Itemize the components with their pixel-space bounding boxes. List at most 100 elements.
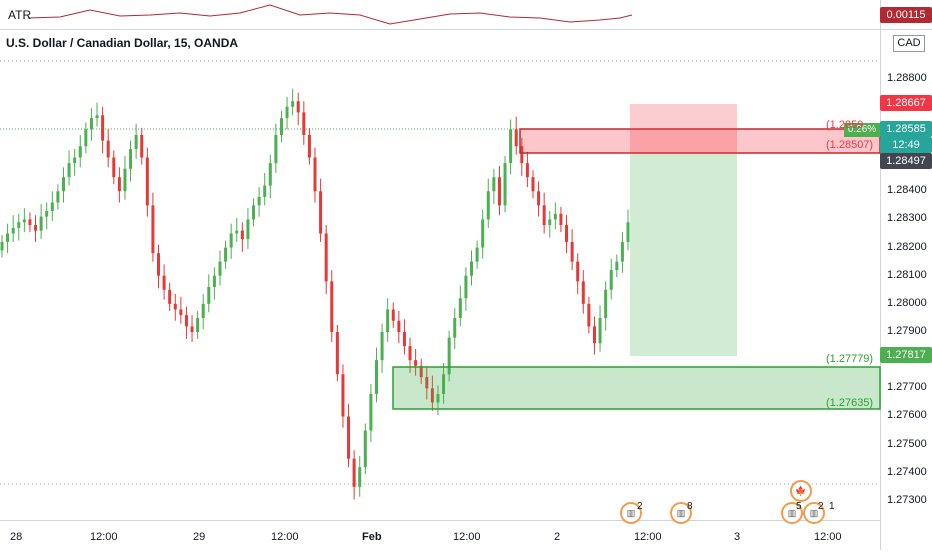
candle-body — [11, 227, 15, 234]
candle-body — [358, 467, 362, 487]
candle-body — [525, 163, 529, 178]
candle-body — [22, 219, 26, 223]
candle-body — [145, 157, 149, 206]
candle-body — [313, 157, 317, 192]
candle-body — [486, 191, 490, 220]
event-count: 1 — [829, 501, 835, 512]
demand-zone — [392, 366, 881, 410]
candle-body — [240, 230, 244, 240]
candle-body — [190, 326, 194, 333]
event-count: 2 — [637, 501, 643, 512]
candle-body — [112, 157, 116, 178]
price-tick-label: 1.27500 — [887, 437, 927, 450]
candle-body — [201, 303, 205, 318]
economic-event-icon[interactable]: ▥ — [781, 502, 803, 524]
candle-body — [430, 388, 434, 403]
candle-body — [374, 360, 378, 394]
candle-body — [436, 393, 440, 403]
candle-body — [291, 101, 295, 107]
time-tick-label: Feb — [362, 531, 382, 543]
candle-body — [620, 241, 624, 262]
economic-event-icon[interactable]: ▥ — [670, 502, 692, 524]
candle-body — [386, 309, 390, 333]
candle-body — [380, 332, 384, 361]
candle-body — [39, 216, 43, 231]
price-tick-label: 1.27400 — [887, 465, 927, 478]
candle-body — [341, 374, 345, 417]
time-tick-label: 12:00 — [90, 531, 118, 543]
time-tick-label: 2 — [554, 531, 561, 543]
stop-price-label: (1.2859 — [826, 119, 864, 131]
candle-body — [419, 365, 423, 378]
candle-body — [604, 289, 608, 318]
candle-body — [548, 219, 552, 226]
economic-event-icon[interactable]: ▥ — [803, 502, 825, 524]
position-stop-area — [630, 104, 737, 154]
candle-body — [503, 163, 507, 206]
canada-flag-event-icon[interactable]: 🍁 — [790, 480, 812, 502]
demand-bottom-label: (1.27635) — [826, 397, 874, 409]
candle-body — [50, 202, 54, 211]
entry-price-label: (1.28507) — [826, 139, 874, 151]
price-tick-label: 1.27700 — [887, 381, 927, 394]
candle-body — [307, 134, 311, 158]
candle-body — [330, 281, 334, 333]
candle-body — [609, 270, 613, 290]
candle-body — [235, 230, 239, 234]
candle-body — [268, 163, 272, 186]
candle-body — [229, 233, 233, 248]
candle-body — [347, 416, 351, 459]
candle-body — [207, 286, 211, 304]
price-tick-label: 1.27600 — [887, 409, 927, 422]
candle-body — [162, 275, 166, 290]
candle-body — [34, 225, 38, 231]
candle-body — [95, 115, 99, 119]
candle-body — [581, 281, 585, 304]
candle-body — [447, 337, 451, 375]
candle-body — [302, 112, 306, 135]
candle-body — [335, 332, 339, 375]
candle-body — [73, 157, 77, 164]
candle-body — [492, 177, 496, 192]
candle-body — [196, 317, 200, 333]
candle-body — [173, 303, 177, 310]
candle-body — [576, 261, 580, 282]
candle-body — [224, 247, 228, 262]
candles-group — [0, 88, 630, 500]
time-tick-label: 12:00 — [453, 531, 481, 543]
candle-body — [129, 149, 133, 169]
candle-body — [570, 241, 574, 262]
candle-body — [352, 458, 356, 487]
current-price-tag: 1.28585 — [880, 121, 932, 137]
candle-body — [56, 191, 60, 203]
candle-body — [168, 289, 172, 304]
candle-body — [106, 140, 110, 158]
candle-body — [67, 163, 71, 178]
candle-body — [157, 253, 160, 276]
candle-body — [464, 275, 468, 299]
candle-body — [592, 326, 596, 344]
candle-body — [246, 219, 250, 240]
candle-body — [296, 101, 300, 113]
candle-body — [84, 129, 88, 147]
event-count: 2 — [818, 501, 824, 512]
candle-body — [369, 393, 373, 431]
price-tick-label: 1.28400 — [887, 184, 927, 197]
candle-body — [285, 106, 289, 119]
candle-body — [134, 134, 138, 150]
candle-body — [257, 196, 261, 206]
price-tag-demand: 1.27817 — [880, 347, 932, 363]
currency-label[interactable]: CAD — [893, 35, 925, 52]
candle-body — [117, 177, 121, 192]
candle-body — [78, 146, 82, 158]
chart-title: U.S. Dollar / Canadian Dollar, 15, OANDA — [6, 36, 239, 50]
candle-body — [179, 309, 183, 316]
economic-event-icon[interactable]: ▥ — [620, 502, 642, 524]
atr-value-tag: 0.00115 — [880, 7, 932, 23]
candle-body — [458, 298, 462, 318]
time-tick-label: 28 — [10, 531, 23, 543]
position-percent-badge: 0.26% — [844, 123, 880, 137]
candle-body — [28, 219, 32, 226]
